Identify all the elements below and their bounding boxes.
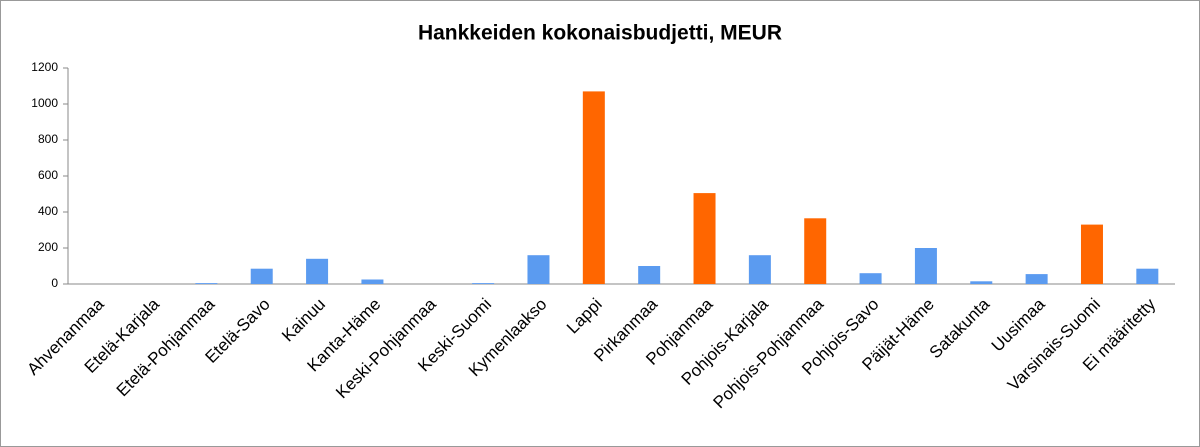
bar <box>859 273 882 284</box>
y-tick-label: 600 <box>38 168 58 182</box>
y-tick-label: 1000 <box>31 96 58 110</box>
y-tick-label: 200 <box>38 240 58 254</box>
bar <box>1136 268 1159 284</box>
bar <box>693 193 716 284</box>
bar <box>1080 224 1103 284</box>
bar <box>748 255 771 284</box>
y-tick-label: 1200 <box>31 60 58 74</box>
bar <box>582 91 605 285</box>
y-tick-label: 400 <box>38 204 58 218</box>
bar <box>804 218 827 284</box>
bar <box>914 248 937 284</box>
bar <box>306 258 329 284</box>
bar <box>1025 274 1048 284</box>
y-tick-label: 800 <box>38 132 58 146</box>
chart-title: Hankkeiden kokonaisbudjetti, MEUR <box>418 22 782 45</box>
bar <box>970 281 993 284</box>
bar <box>527 255 550 284</box>
y-tick-label: 0 <box>51 276 58 290</box>
bar <box>361 279 384 284</box>
bar <box>195 283 218 284</box>
bar <box>250 268 273 284</box>
bar <box>472 283 495 284</box>
bar <box>638 266 661 284</box>
